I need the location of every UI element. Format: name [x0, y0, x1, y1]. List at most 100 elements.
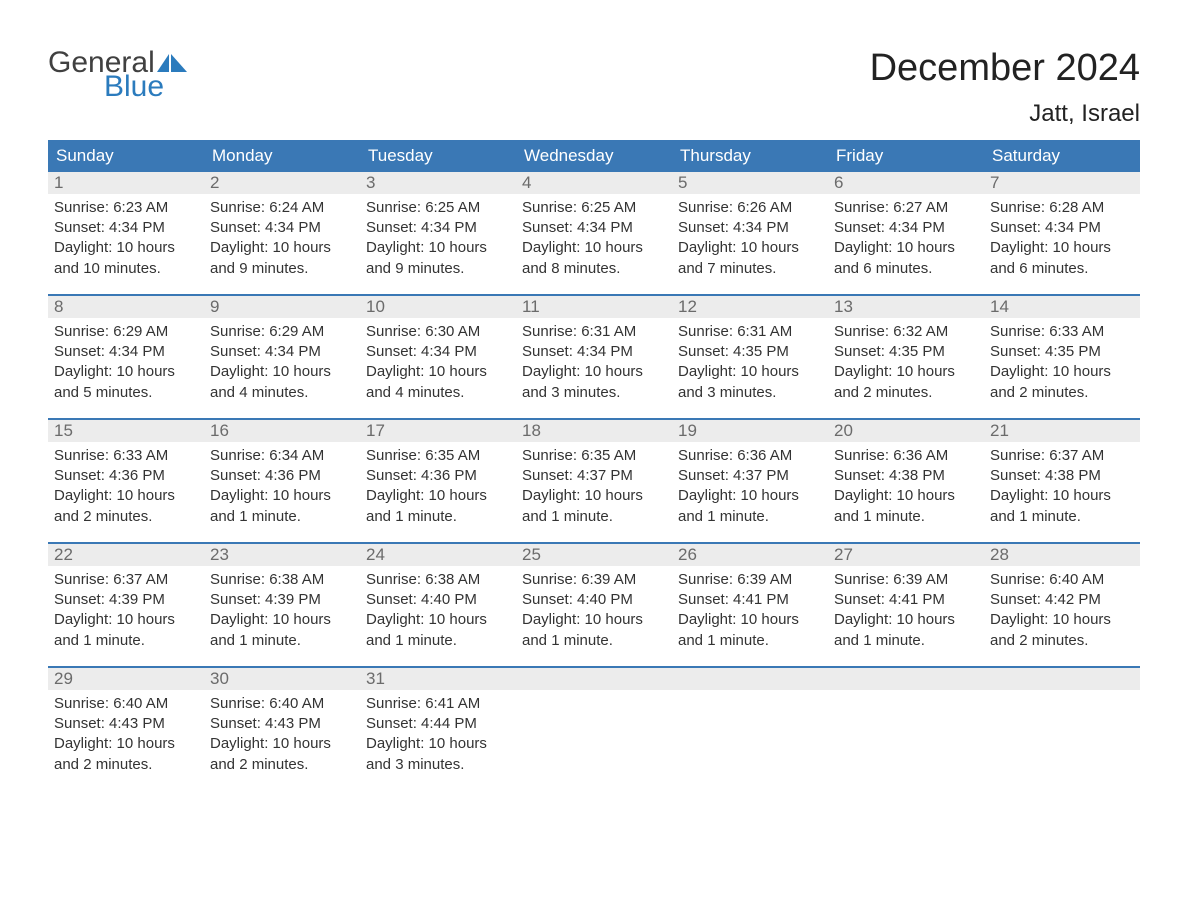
day-details: Sunrise: 6:29 AMSunset: 4:34 PMDaylight:…	[204, 318, 360, 404]
day-d1: Daylight: 10 hours	[990, 486, 1134, 506]
day-d2: and 1 minute.	[522, 631, 666, 651]
day-number: 16	[204, 420, 360, 442]
day-sunset: Sunset: 4:34 PM	[54, 218, 198, 238]
header: General Blue December 2024 Jatt, Israel	[48, 48, 1140, 128]
calendar-day: 1Sunrise: 6:23 AMSunset: 4:34 PMDaylight…	[48, 172, 204, 280]
day-details: Sunrise: 6:36 AMSunset: 4:37 PMDaylight:…	[672, 442, 828, 528]
day-d2: and 1 minute.	[210, 631, 354, 651]
calendar-day: 16Sunrise: 6:34 AMSunset: 4:36 PMDayligh…	[204, 420, 360, 528]
day-sunset: Sunset: 4:34 PM	[522, 218, 666, 238]
day-d1: Daylight: 10 hours	[678, 238, 822, 258]
day-sunset: Sunset: 4:43 PM	[210, 714, 354, 734]
day-number: 9	[204, 296, 360, 318]
calendar-day: 6Sunrise: 6:27 AMSunset: 4:34 PMDaylight…	[828, 172, 984, 280]
day-d2: and 1 minute.	[834, 507, 978, 527]
location-label: Jatt, Israel	[870, 100, 1140, 128]
day-sunrise: Sunrise: 6:31 AM	[678, 322, 822, 342]
calendar-day: 3Sunrise: 6:25 AMSunset: 4:34 PMDaylight…	[360, 172, 516, 280]
day-d1: Daylight: 10 hours	[834, 610, 978, 630]
day-sunrise: Sunrise: 6:28 AM	[990, 198, 1134, 218]
day-d1: Daylight: 10 hours	[834, 238, 978, 258]
day-details: Sunrise: 6:40 AMSunset: 4:43 PMDaylight:…	[204, 690, 360, 776]
day-d1: Daylight: 10 hours	[834, 362, 978, 382]
day-d2: and 1 minute.	[522, 507, 666, 527]
day-d1: Daylight: 10 hours	[210, 362, 354, 382]
day-number: 3	[360, 172, 516, 194]
day-sunset: Sunset: 4:40 PM	[366, 590, 510, 610]
day-d1: Daylight: 10 hours	[366, 238, 510, 258]
day-d1: Daylight: 10 hours	[834, 486, 978, 506]
day-number: 17	[360, 420, 516, 442]
calendar-day: 10Sunrise: 6:30 AMSunset: 4:34 PMDayligh…	[360, 296, 516, 404]
calendar-day: 25Sunrise: 6:39 AMSunset: 4:40 PMDayligh…	[516, 544, 672, 652]
day-d2: and 5 minutes.	[54, 383, 198, 403]
calendar-grid: Sunday Monday Tuesday Wednesday Thursday…	[48, 140, 1140, 776]
day-sunrise: Sunrise: 6:39 AM	[678, 570, 822, 590]
day-d1: Daylight: 10 hours	[54, 486, 198, 506]
calendar-week: 15Sunrise: 6:33 AMSunset: 4:36 PMDayligh…	[48, 418, 1140, 528]
day-d1: Daylight: 10 hours	[54, 610, 198, 630]
title-block: December 2024 Jatt, Israel	[870, 48, 1140, 128]
day-sunset: Sunset: 4:34 PM	[54, 342, 198, 362]
day-d2: and 1 minute.	[366, 631, 510, 651]
day-number: 2	[204, 172, 360, 194]
day-sunset: Sunset: 4:34 PM	[210, 218, 354, 238]
day-number: 26	[672, 544, 828, 566]
day-number: 12	[672, 296, 828, 318]
day-sunset: Sunset: 4:43 PM	[54, 714, 198, 734]
day-sunrise: Sunrise: 6:39 AM	[834, 570, 978, 590]
day-d2: and 8 minutes.	[522, 259, 666, 279]
day-d2: and 2 minutes.	[834, 383, 978, 403]
dow-saturday: Saturday	[984, 140, 1140, 172]
day-number	[828, 668, 984, 690]
calendar-day: 15Sunrise: 6:33 AMSunset: 4:36 PMDayligh…	[48, 420, 204, 528]
day-d2: and 7 minutes.	[678, 259, 822, 279]
day-d1: Daylight: 10 hours	[990, 362, 1134, 382]
calendar-page: General Blue December 2024 Jatt, Israel …	[0, 0, 1188, 776]
day-sunrise: Sunrise: 6:40 AM	[210, 694, 354, 714]
day-details: Sunrise: 6:34 AMSunset: 4:36 PMDaylight:…	[204, 442, 360, 528]
day-d1: Daylight: 10 hours	[522, 362, 666, 382]
days-of-week-header: Sunday Monday Tuesday Wednesday Thursday…	[48, 140, 1140, 172]
dow-sunday: Sunday	[48, 140, 204, 172]
day-number: 4	[516, 172, 672, 194]
day-sunset: Sunset: 4:34 PM	[834, 218, 978, 238]
day-sunset: Sunset: 4:36 PM	[210, 466, 354, 486]
brand-logo: General Blue	[48, 48, 187, 102]
day-sunset: Sunset: 4:34 PM	[210, 342, 354, 362]
day-sunrise: Sunrise: 6:36 AM	[678, 446, 822, 466]
calendar-day: 26Sunrise: 6:39 AMSunset: 4:41 PMDayligh…	[672, 544, 828, 652]
day-sunrise: Sunrise: 6:39 AM	[522, 570, 666, 590]
day-d2: and 1 minute.	[990, 507, 1134, 527]
day-number: 10	[360, 296, 516, 318]
day-sunrise: Sunrise: 6:29 AM	[210, 322, 354, 342]
day-sunset: Sunset: 4:34 PM	[522, 342, 666, 362]
dow-wednesday: Wednesday	[516, 140, 672, 172]
day-details: Sunrise: 6:35 AMSunset: 4:37 PMDaylight:…	[516, 442, 672, 528]
day-d1: Daylight: 10 hours	[522, 238, 666, 258]
calendar-day: 31Sunrise: 6:41 AMSunset: 4:44 PMDayligh…	[360, 668, 516, 776]
day-d2: and 1 minute.	[678, 507, 822, 527]
day-d2: and 9 minutes.	[366, 259, 510, 279]
day-sunset: Sunset: 4:36 PM	[366, 466, 510, 486]
day-d1: Daylight: 10 hours	[366, 610, 510, 630]
day-d2: and 3 minutes.	[366, 755, 510, 775]
day-details: Sunrise: 6:37 AMSunset: 4:39 PMDaylight:…	[48, 566, 204, 652]
day-sunset: Sunset: 4:34 PM	[678, 218, 822, 238]
day-number: 20	[828, 420, 984, 442]
calendar-day: 22Sunrise: 6:37 AMSunset: 4:39 PMDayligh…	[48, 544, 204, 652]
calendar-day: 24Sunrise: 6:38 AMSunset: 4:40 PMDayligh…	[360, 544, 516, 652]
day-d2: and 2 minutes.	[54, 507, 198, 527]
day-sunset: Sunset: 4:34 PM	[366, 342, 510, 362]
day-number: 15	[48, 420, 204, 442]
day-d2: and 2 minutes.	[990, 631, 1134, 651]
calendar-week: 22Sunrise: 6:37 AMSunset: 4:39 PMDayligh…	[48, 542, 1140, 652]
day-sunset: Sunset: 4:39 PM	[210, 590, 354, 610]
day-details: Sunrise: 6:33 AMSunset: 4:35 PMDaylight:…	[984, 318, 1140, 404]
day-d1: Daylight: 10 hours	[210, 238, 354, 258]
calendar-day: 20Sunrise: 6:36 AMSunset: 4:38 PMDayligh…	[828, 420, 984, 528]
day-d1: Daylight: 10 hours	[366, 362, 510, 382]
day-sunrise: Sunrise: 6:41 AM	[366, 694, 510, 714]
day-sunrise: Sunrise: 6:36 AM	[834, 446, 978, 466]
day-details	[984, 690, 1140, 776]
